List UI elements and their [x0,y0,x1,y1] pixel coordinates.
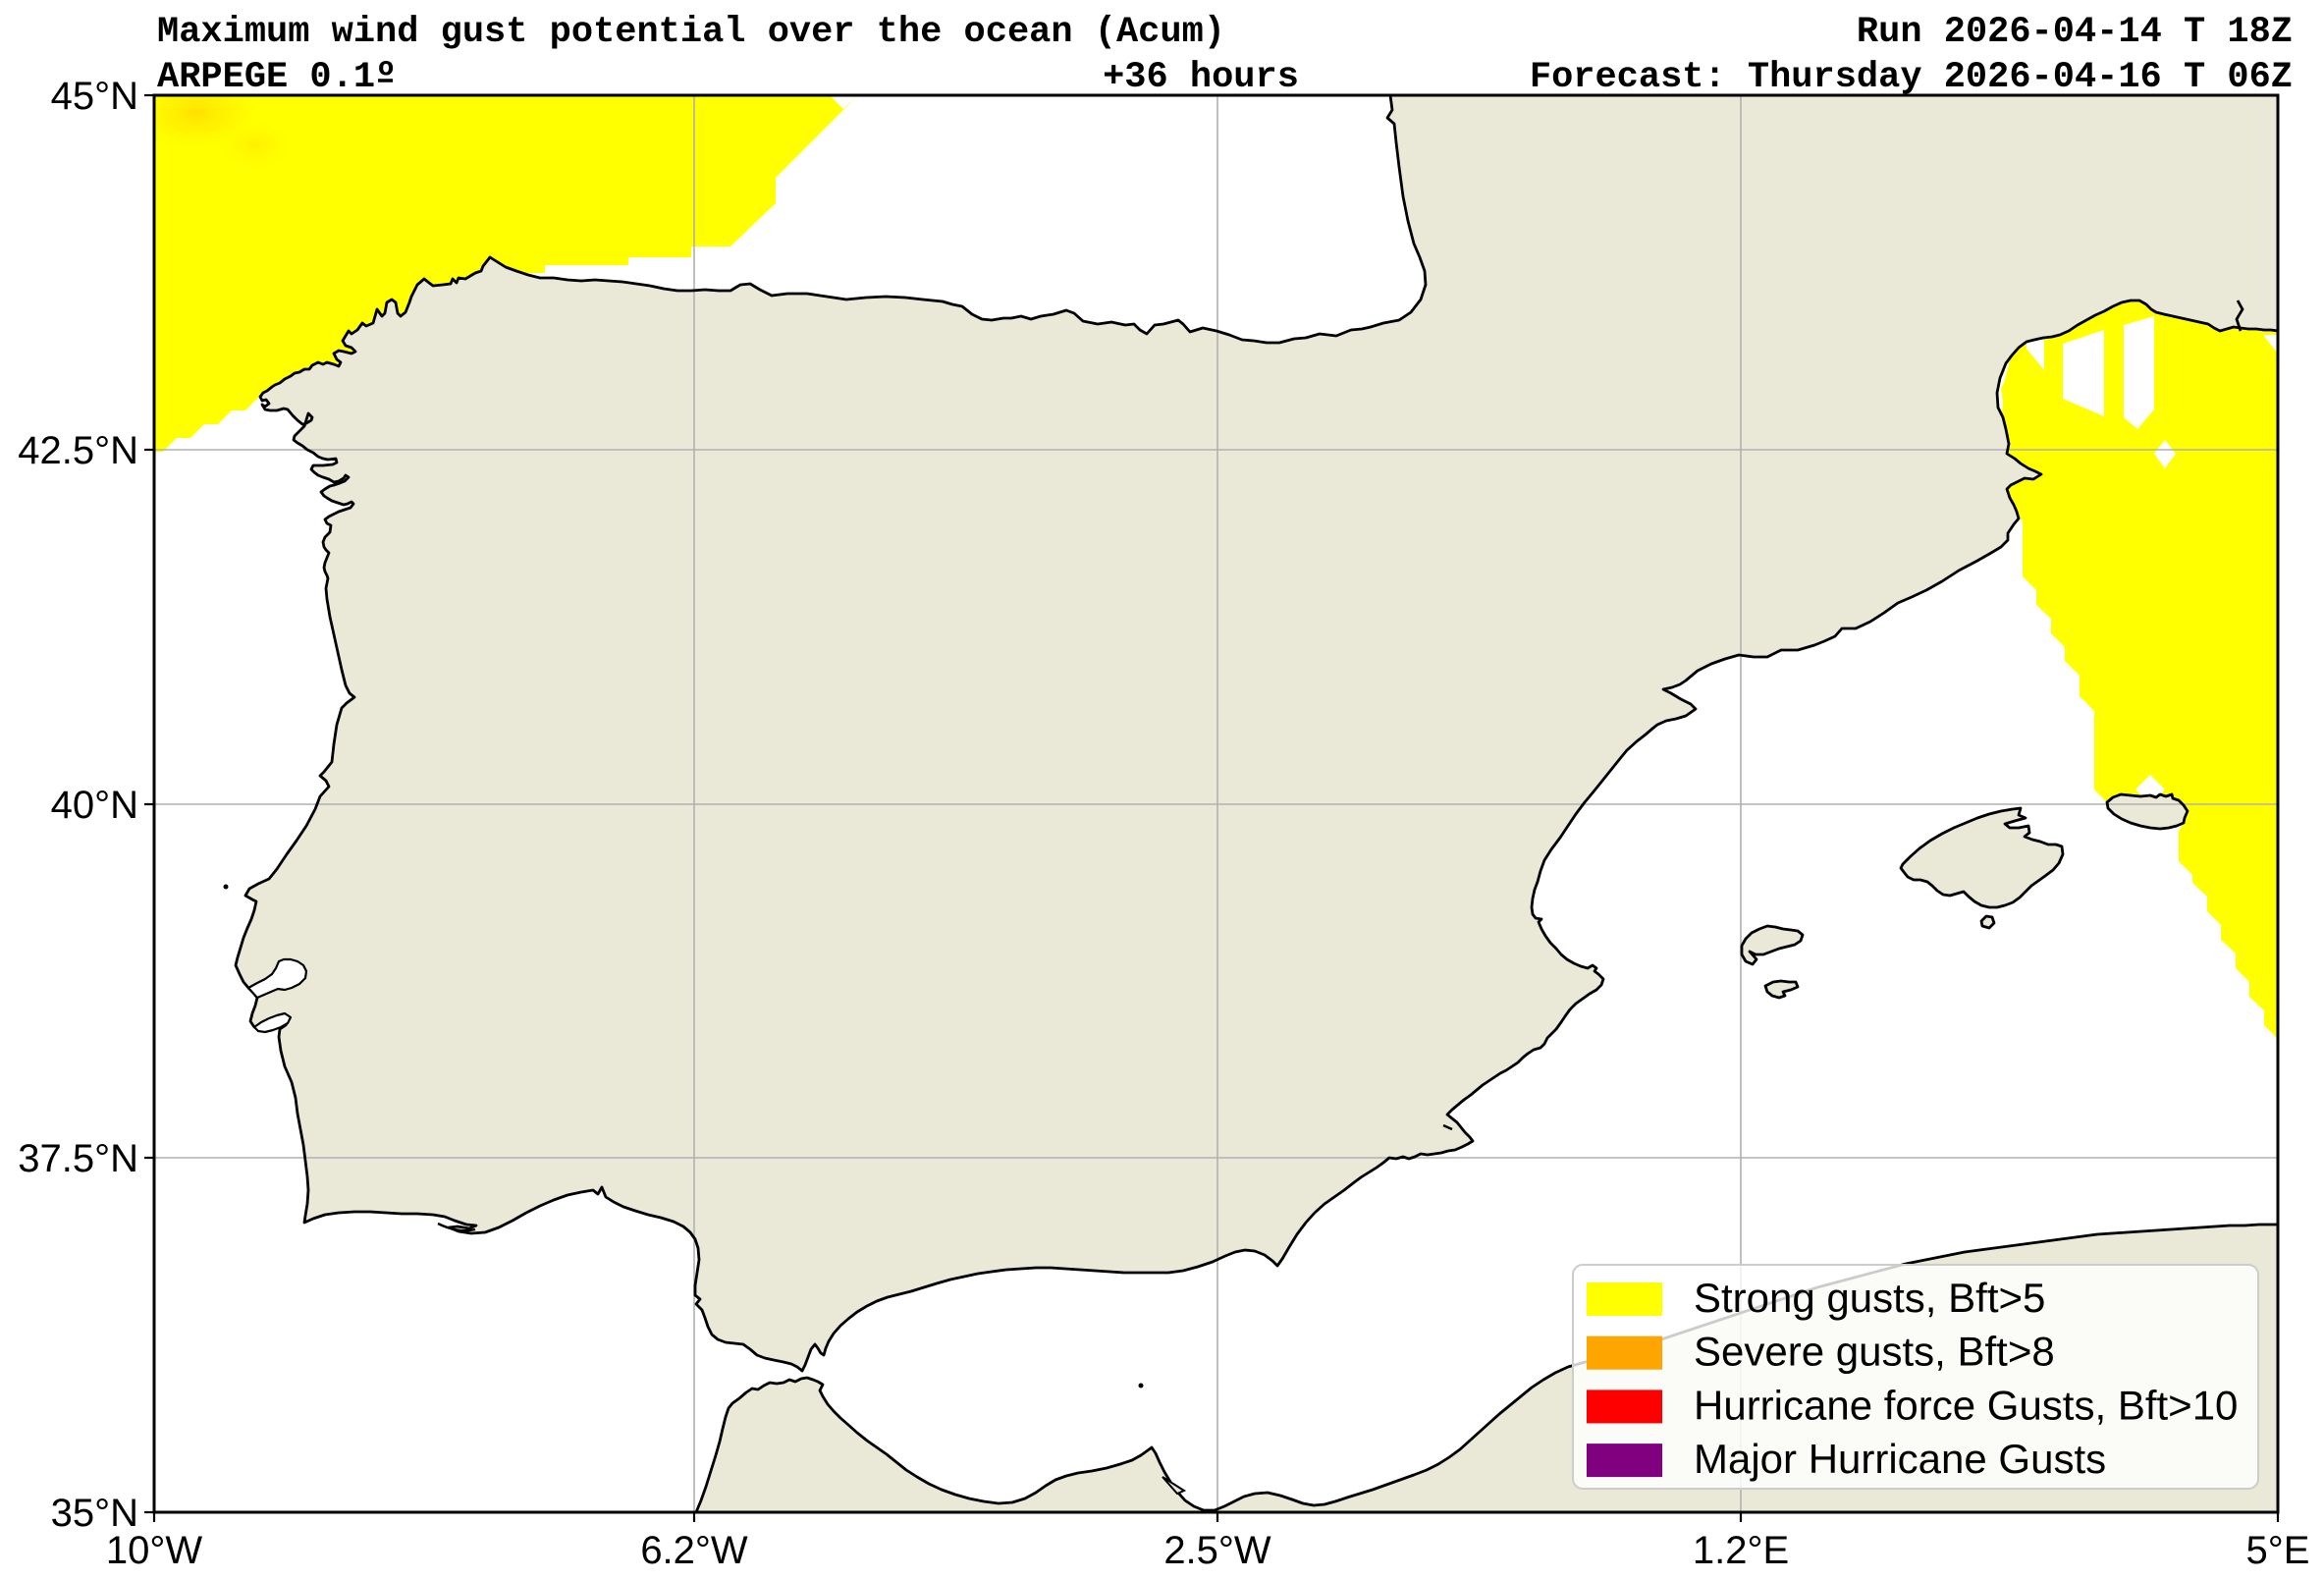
svg-text:Run 2026-04-14 T 18Z: Run 2026-04-14 T 18Z [1857,12,2293,53]
svg-text:Severe gusts, Bft>8: Severe gusts, Bft>8 [1694,1329,2055,1375]
svg-text:Major Hurricane Gusts: Major Hurricane Gusts [1694,1436,2106,1482]
svg-text:Hurricane force Gusts, Bft>10: Hurricane force Gusts, Bft>10 [1694,1382,2238,1428]
svg-text:Maximum wind gust potential ov: Maximum wind gust potential over the oce… [157,12,1225,53]
svg-text:2.5°W: 2.5°W [1163,1529,1271,1572]
svg-text:6.2°W: 6.2°W [640,1529,748,1572]
svg-text:ARPEGE 0.1º: ARPEGE 0.1º [157,57,397,98]
svg-text:42.5°N: 42.5°N [18,429,138,472]
svg-text:35°N: 35°N [51,1492,138,1535]
svg-text:1.2°E: 1.2°E [1693,1529,1789,1572]
svg-text:45°N: 45°N [51,75,138,118]
svg-text:Strong gusts, Bft>5: Strong gusts, Bft>5 [1694,1275,2045,1321]
svg-text:+36 hours: +36 hours [1103,57,1299,98]
svg-text:5°E: 5°E [2246,1529,2310,1572]
svg-text:37.5°N: 37.5°N [18,1137,138,1180]
svg-text:10°W: 10°W [106,1529,202,1572]
svg-text:Forecast: Thursday 2026-04-16: Forecast: Thursday 2026-04-16 T 06Z [1530,57,2293,98]
svg-text:40°N: 40°N [51,784,138,827]
